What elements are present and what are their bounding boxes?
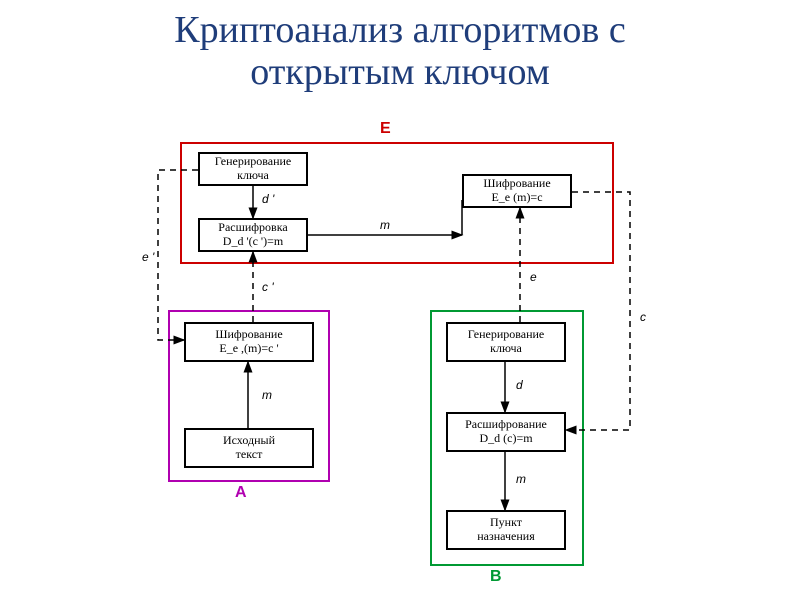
node-e_encrypt: ШифрованиеE_e (m)=c — [462, 174, 572, 208]
node-e_decrypt-line2: D_d '(c ')=m — [223, 235, 283, 249]
frame-label-A: A — [235, 484, 247, 502]
node-e_keygen-line2: ключа — [237, 169, 269, 183]
node-a_encrypt: ШифрованиеE_e ,(m)=c ' — [184, 322, 314, 362]
node-b_decrypt: РасшифрованиеD_d (c)=m — [446, 412, 566, 452]
node-b_keygen: Генерированиеключа — [446, 322, 566, 362]
node-a_source-line1: Исходный — [223, 434, 275, 448]
node-b_dest: Пунктназначения — [446, 510, 566, 550]
node-e_keygen: Генерированиеключа — [198, 152, 308, 186]
edge-label-6: m — [516, 472, 526, 486]
node-e_decrypt: РасшифровкаD_d '(c ')=m — [198, 218, 308, 252]
node-a_source: Исходныйтекст — [184, 428, 314, 468]
node-a_encrypt-line1: Шифрование — [215, 328, 282, 342]
edge-label-4: e ' — [142, 250, 154, 264]
node-b_keygen-line2: ключа — [490, 342, 522, 356]
edge-label-7: e — [530, 270, 537, 284]
flowchart-diagram: EABГенерированиеключаРасшифровкаD_d '(c … — [140, 110, 660, 580]
node-a_encrypt-line2: E_e ,(m)=c ' — [219, 342, 278, 356]
edge-label-3: m — [262, 388, 272, 402]
node-e_decrypt-line1: Расшифровка — [218, 221, 287, 235]
frame-label-B: B — [490, 568, 502, 586]
node-e_encrypt-line1: Шифрование — [483, 177, 550, 191]
frame-label-E: E — [380, 120, 391, 138]
node-b_dest-line2: назначения — [477, 530, 534, 544]
node-b_keygen-line1: Генерирование — [468, 328, 545, 342]
edge-label-0: d ' — [262, 192, 274, 206]
edge-label-1: m — [380, 218, 390, 232]
node-b_dest-line1: Пункт — [490, 516, 522, 530]
page-title: Криптоанализ алгоритмов с открытым ключо… — [0, 0, 800, 94]
node-b_decrypt-line1: Расшифрование — [465, 418, 547, 432]
edge-label-8: c — [640, 310, 646, 324]
edge-label-2: c ' — [262, 280, 274, 294]
node-a_source-line2: текст — [236, 448, 263, 462]
edge-label-5: d — [516, 378, 523, 392]
node-e_encrypt-line2: E_e (m)=c — [491, 191, 542, 205]
node-b_decrypt-line2: D_d (c)=m — [479, 432, 532, 446]
node-e_keygen-line1: Генерирование — [215, 155, 292, 169]
title-line2: открытым ключом — [250, 51, 550, 93]
title-line1: Криптоанализ алгоритмов с — [174, 9, 625, 51]
